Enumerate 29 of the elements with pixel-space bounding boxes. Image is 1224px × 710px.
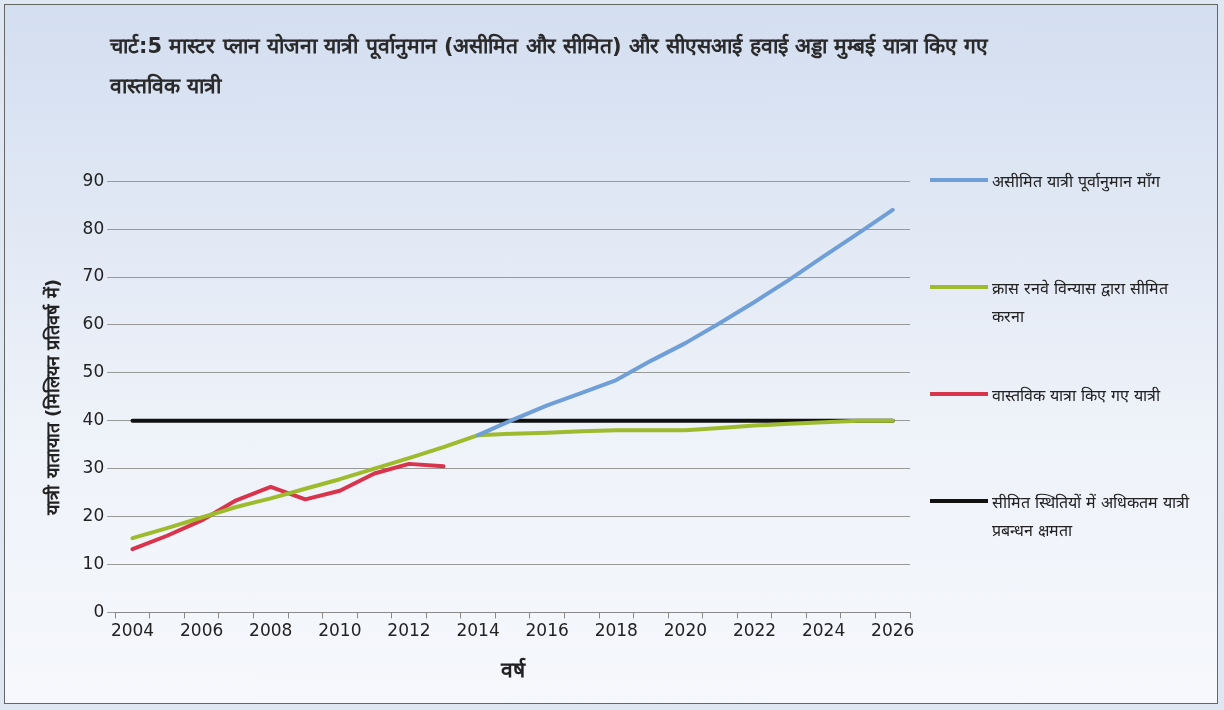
x-tick-label: 2006 bbox=[179, 620, 224, 641]
x-tick-label: 2024 bbox=[801, 620, 846, 641]
y-tick-label: 90 bbox=[82, 169, 105, 190]
y-tick-label: 10 bbox=[82, 552, 105, 573]
x-tick-label: 2008 bbox=[249, 620, 293, 641]
legend-label: क्रास रनवे विन्यास द्वारा सीमित करना bbox=[992, 278, 1170, 328]
x-tick-label: 2004 bbox=[110, 620, 155, 641]
legend-label: असीमित यात्री पूर्वानुमान माँग bbox=[992, 171, 1162, 194]
x-tick-label: 2014 bbox=[456, 620, 500, 641]
y-tick-label: 20 bbox=[82, 505, 105, 525]
x-tick-label: 2018 bbox=[594, 620, 638, 641]
x-tick-label: 2010 bbox=[318, 620, 362, 641]
y-tick-label: 30 bbox=[82, 457, 105, 478]
x-axis-title: वर्ष bbox=[499, 656, 526, 682]
x-tick-label: 2016 bbox=[525, 620, 569, 641]
x-tick-label: 2020 bbox=[663, 620, 708, 641]
y-tick-label: 70 bbox=[82, 265, 105, 286]
y-tick-label: 50 bbox=[82, 361, 105, 382]
y-tick-label: 40 bbox=[82, 409, 105, 430]
chart-title: चार्ट:5 मास्टर प्लान योजना यात्री पूर्वानुमान (असीमित और सीमित) और सीएसआई हवाई अड्डा मुम्बई यात्रा किए गए वास्तविक यात्री bbox=[110, 32, 990, 100]
y-tick-label: 80 bbox=[82, 217, 105, 238]
x-tick-label: 2026 bbox=[871, 620, 915, 641]
legend-label: सीमित स्थितियों में अधिकतम यात्री प्रबन्धन क्षमता bbox=[992, 492, 1191, 542]
legend-label: वास्तविक यात्रा किए गए यात्री bbox=[992, 385, 1162, 407]
x-tick-label: 2022 bbox=[732, 620, 777, 641]
y-tick-label: 0 bbox=[93, 600, 105, 621]
x-tick-label: 2012 bbox=[387, 620, 431, 641]
y-tick-label: 60 bbox=[82, 313, 105, 334]
y-axis-title: यात्री यातायात (मिलियन प्रतिवर्ष में) bbox=[42, 279, 64, 516]
